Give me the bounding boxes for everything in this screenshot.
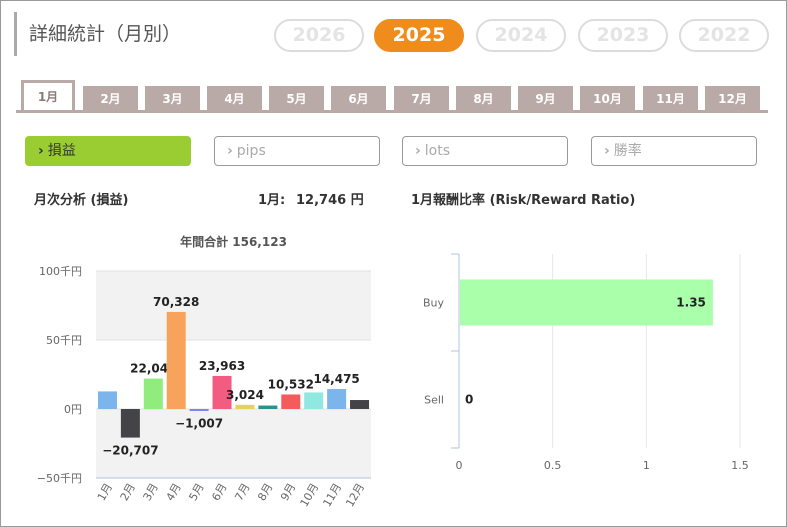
x-tick-label: 1.5 bbox=[731, 459, 749, 472]
data-label: 22,042 bbox=[130, 362, 176, 376]
month-value: 12,746 円 bbox=[296, 193, 364, 208]
rr-ratio-title: 1月報酬比率 (Risk/Reward Ratio) bbox=[411, 193, 636, 208]
bar bbox=[120, 409, 140, 438]
y-tick-label: 0円 bbox=[64, 403, 82, 416]
metric-button-lots[interactable]: › lots bbox=[402, 136, 568, 166]
month-tab-7[interactable]: 7月 bbox=[394, 86, 449, 111]
chevron-right-icon: › bbox=[415, 143, 421, 159]
data-label: 3,024 bbox=[226, 388, 264, 402]
chevron-right-icon: › bbox=[604, 143, 610, 159]
bar bbox=[235, 404, 255, 409]
year-tab-2025[interactable]: 2025 bbox=[374, 19, 464, 52]
month-tab-4[interactable]: 4月 bbox=[207, 86, 262, 111]
data-label: 70,328 bbox=[153, 295, 199, 309]
data-label: −20,707 bbox=[102, 444, 158, 458]
monthly-analysis-title: 月次分析 (損益) bbox=[34, 193, 129, 208]
month-tab-5[interactable]: 5月 bbox=[269, 86, 324, 111]
month-tab-3[interactable]: 3月 bbox=[145, 86, 200, 111]
page-title: 詳細統計（月別） bbox=[14, 12, 181, 56]
y-tick-label: −50千円 bbox=[37, 472, 82, 485]
year-tab-2022[interactable]: 2022 bbox=[679, 19, 769, 52]
metric-label: 勝率 bbox=[613, 143, 642, 159]
x-tick-label: 0.5 bbox=[544, 459, 562, 472]
data-label: 23,963 bbox=[199, 359, 245, 373]
metric-button-profit[interactable]: › 損益 bbox=[25, 136, 191, 166]
month-tab-8[interactable]: 8月 bbox=[456, 86, 511, 111]
y-tick-label: Sell bbox=[424, 394, 444, 407]
chevron-right-icon: › bbox=[227, 143, 233, 159]
bar bbox=[189, 409, 209, 411]
y-tick-label: Buy bbox=[423, 297, 445, 310]
data-label: 1.35 bbox=[676, 296, 706, 310]
month-tab-1[interactable]: 1月 bbox=[21, 80, 75, 113]
month-tab-6[interactable]: 6月 bbox=[331, 86, 386, 111]
month-value-label: 1月: bbox=[258, 193, 286, 208]
bar bbox=[304, 392, 324, 409]
metric-button-winrate[interactable]: › 勝率 bbox=[591, 136, 757, 166]
month-tab-12[interactable]: 12月 bbox=[705, 86, 760, 111]
x-tick-label: 1 bbox=[643, 459, 650, 472]
bar bbox=[281, 394, 301, 409]
year-tab-2024[interactable]: 2024 bbox=[476, 19, 566, 52]
month-tab-11[interactable]: 11月 bbox=[643, 86, 698, 111]
y-tick-label: 50千円 bbox=[46, 334, 82, 347]
x-tick-label: 0 bbox=[456, 459, 463, 472]
year-tab-2026[interactable]: 2026 bbox=[274, 19, 364, 52]
y-tick-label: 100千円 bbox=[39, 265, 82, 278]
metric-label: pips bbox=[236, 143, 266, 159]
bar bbox=[212, 375, 232, 409]
annual-total-label: 年間合計 156,123 bbox=[180, 234, 287, 249]
bar bbox=[143, 378, 163, 409]
data-label: 10,532 bbox=[268, 377, 314, 391]
metric-button-pips[interactable]: › pips bbox=[214, 136, 380, 166]
bar bbox=[327, 389, 347, 409]
metric-label: lots bbox=[424, 143, 451, 159]
bar bbox=[258, 405, 278, 409]
bar bbox=[97, 391, 117, 409]
plot-band bbox=[96, 271, 371, 340]
bar bbox=[166, 311, 186, 409]
year-tab-2023[interactable]: 2023 bbox=[578, 19, 668, 52]
bar bbox=[350, 400, 370, 409]
data-label: 0 bbox=[465, 393, 473, 407]
metric-label: 損益 bbox=[47, 143, 76, 159]
month-tab-underline bbox=[16, 110, 768, 113]
plot-band bbox=[96, 409, 371, 478]
data-label: 14,475 bbox=[313, 372, 359, 386]
bar bbox=[460, 279, 713, 326]
chevron-right-icon: › bbox=[38, 143, 44, 159]
month-tab-2[interactable]: 2月 bbox=[83, 86, 138, 111]
data-label: −1,007 bbox=[175, 416, 223, 430]
month-tab-9[interactable]: 9月 bbox=[518, 86, 573, 111]
month-tab-10[interactable]: 10月 bbox=[580, 86, 635, 111]
